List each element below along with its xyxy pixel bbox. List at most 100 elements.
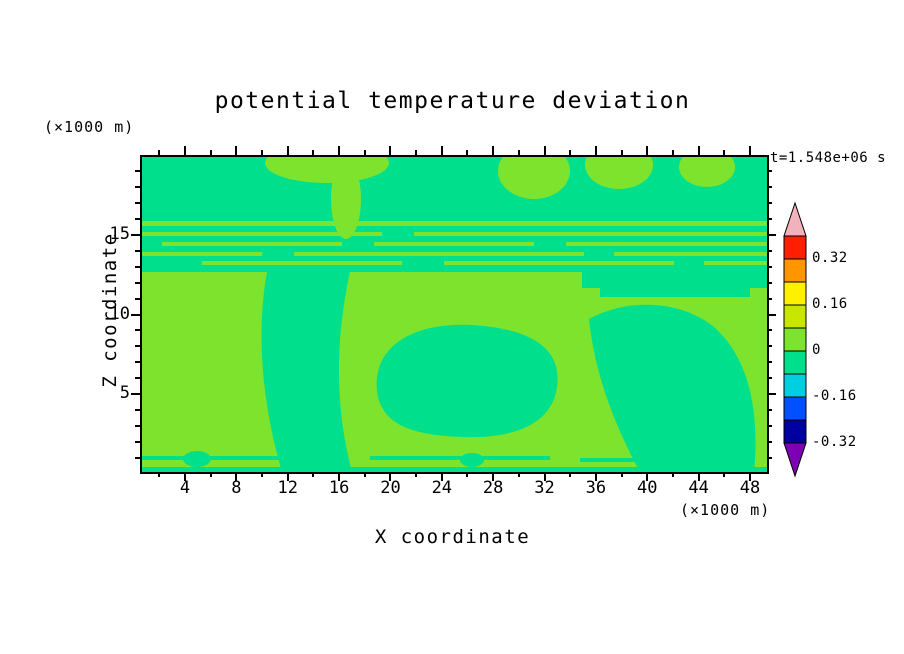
field-positive-region	[498, 157, 570, 199]
y-tick	[131, 393, 140, 395]
y-tick	[131, 313, 140, 316]
y-tick	[135, 377, 140, 380]
colorbar-segment	[783, 327, 807, 352]
x-tick	[492, 146, 495, 155]
x-tick	[543, 146, 546, 155]
y-tick	[135, 297, 140, 300]
x-tick	[697, 146, 700, 155]
field-positive-region	[294, 252, 584, 256]
y-tick	[135, 345, 140, 348]
x-tick	[184, 146, 186, 155]
x-tick	[261, 150, 264, 155]
y-tick	[767, 218, 772, 221]
y-tick	[135, 456, 140, 459]
x-tick	[440, 472, 443, 481]
x-tick-label: 40	[637, 478, 658, 498]
colorbar-arrow-top	[783, 202, 807, 237]
field-negative-region	[582, 272, 767, 288]
x-tick	[748, 146, 751, 155]
field-negative-region	[370, 456, 550, 460]
field-positive-region	[414, 232, 767, 236]
colorbar-segment	[783, 304, 807, 329]
field-positive-region	[566, 242, 767, 246]
field-positive-region	[142, 221, 767, 226]
y-tick	[767, 361, 772, 364]
x-tick	[209, 472, 212, 477]
x-tick	[697, 472, 700, 481]
x-tick	[286, 472, 289, 481]
y-tick	[767, 424, 772, 427]
x-tick-label: 20	[380, 478, 401, 498]
x-tick	[158, 150, 161, 155]
x-tick	[440, 146, 443, 155]
field-positive-region	[142, 232, 382, 236]
y-tick	[767, 345, 772, 348]
x-tick	[492, 472, 495, 481]
colorbar	[783, 202, 807, 478]
colorbar-segment	[783, 235, 807, 260]
field-negative-region	[261, 272, 352, 472]
field-negative-region	[589, 304, 756, 472]
x-tick	[543, 472, 546, 481]
y-tick	[131, 234, 140, 236]
x-tick	[723, 150, 726, 155]
y-tick	[135, 186, 140, 189]
x-tick-label: 4	[179, 478, 191, 498]
colorbar-segment	[783, 350, 807, 375]
x-tick	[748, 472, 751, 481]
x-tick	[466, 150, 469, 155]
field-negative-region	[460, 453, 484, 467]
field-positive-region	[142, 252, 262, 256]
x-tick	[312, 472, 315, 477]
x-tick	[723, 472, 726, 477]
x-tick	[312, 150, 315, 155]
field-negative-region	[142, 467, 767, 472]
y-tick	[135, 265, 140, 268]
x-tick-label: 36	[585, 478, 607, 498]
x-tick	[415, 150, 418, 155]
colorbar-segment	[783, 373, 807, 398]
x-tick	[209, 150, 212, 155]
colorbar-tick-label: -0.32	[812, 434, 857, 450]
y-tick	[767, 202, 772, 205]
y-tick	[767, 281, 772, 284]
field-positive-region	[679, 157, 735, 187]
x-tick	[671, 472, 674, 477]
x-tick	[363, 472, 366, 477]
y-tick	[135, 408, 140, 411]
y-tick	[767, 377, 772, 380]
x-tick-label: 32	[534, 478, 555, 498]
field-positive-region	[585, 157, 653, 189]
y-tick	[767, 408, 772, 411]
field-positive-region	[374, 242, 534, 246]
y-tick	[767, 249, 772, 252]
x-tick	[671, 150, 674, 155]
y-tick	[767, 234, 776, 236]
x-tick	[415, 472, 418, 477]
x-tick-label: 48	[739, 478, 761, 498]
field-negative-region	[183, 451, 211, 467]
x-tick	[158, 472, 161, 477]
x-tick	[620, 150, 623, 155]
x-tick	[646, 472, 649, 481]
contour-field	[142, 157, 767, 472]
time-annotation: t=1.548e+06 s	[770, 150, 887, 166]
x-tick	[261, 472, 264, 477]
field-positive-region	[444, 261, 674, 265]
y-tick	[767, 440, 772, 443]
x-tick	[338, 472, 341, 481]
y-tick	[767, 265, 772, 268]
plot-area	[140, 155, 769, 474]
field-positive-region	[162, 242, 342, 246]
x-tick-label: 28	[482, 478, 504, 498]
x-tick-label: 44	[688, 478, 709, 498]
x-tick	[235, 146, 238, 155]
y-tick	[135, 202, 140, 205]
y-tick	[767, 329, 772, 332]
x-tick	[389, 472, 392, 481]
x-tick	[517, 150, 520, 155]
x-tick	[594, 146, 597, 155]
chart-title: potential temperature deviation	[214, 88, 691, 114]
y-axis-unit-label: (×1000 m)	[44, 118, 135, 136]
